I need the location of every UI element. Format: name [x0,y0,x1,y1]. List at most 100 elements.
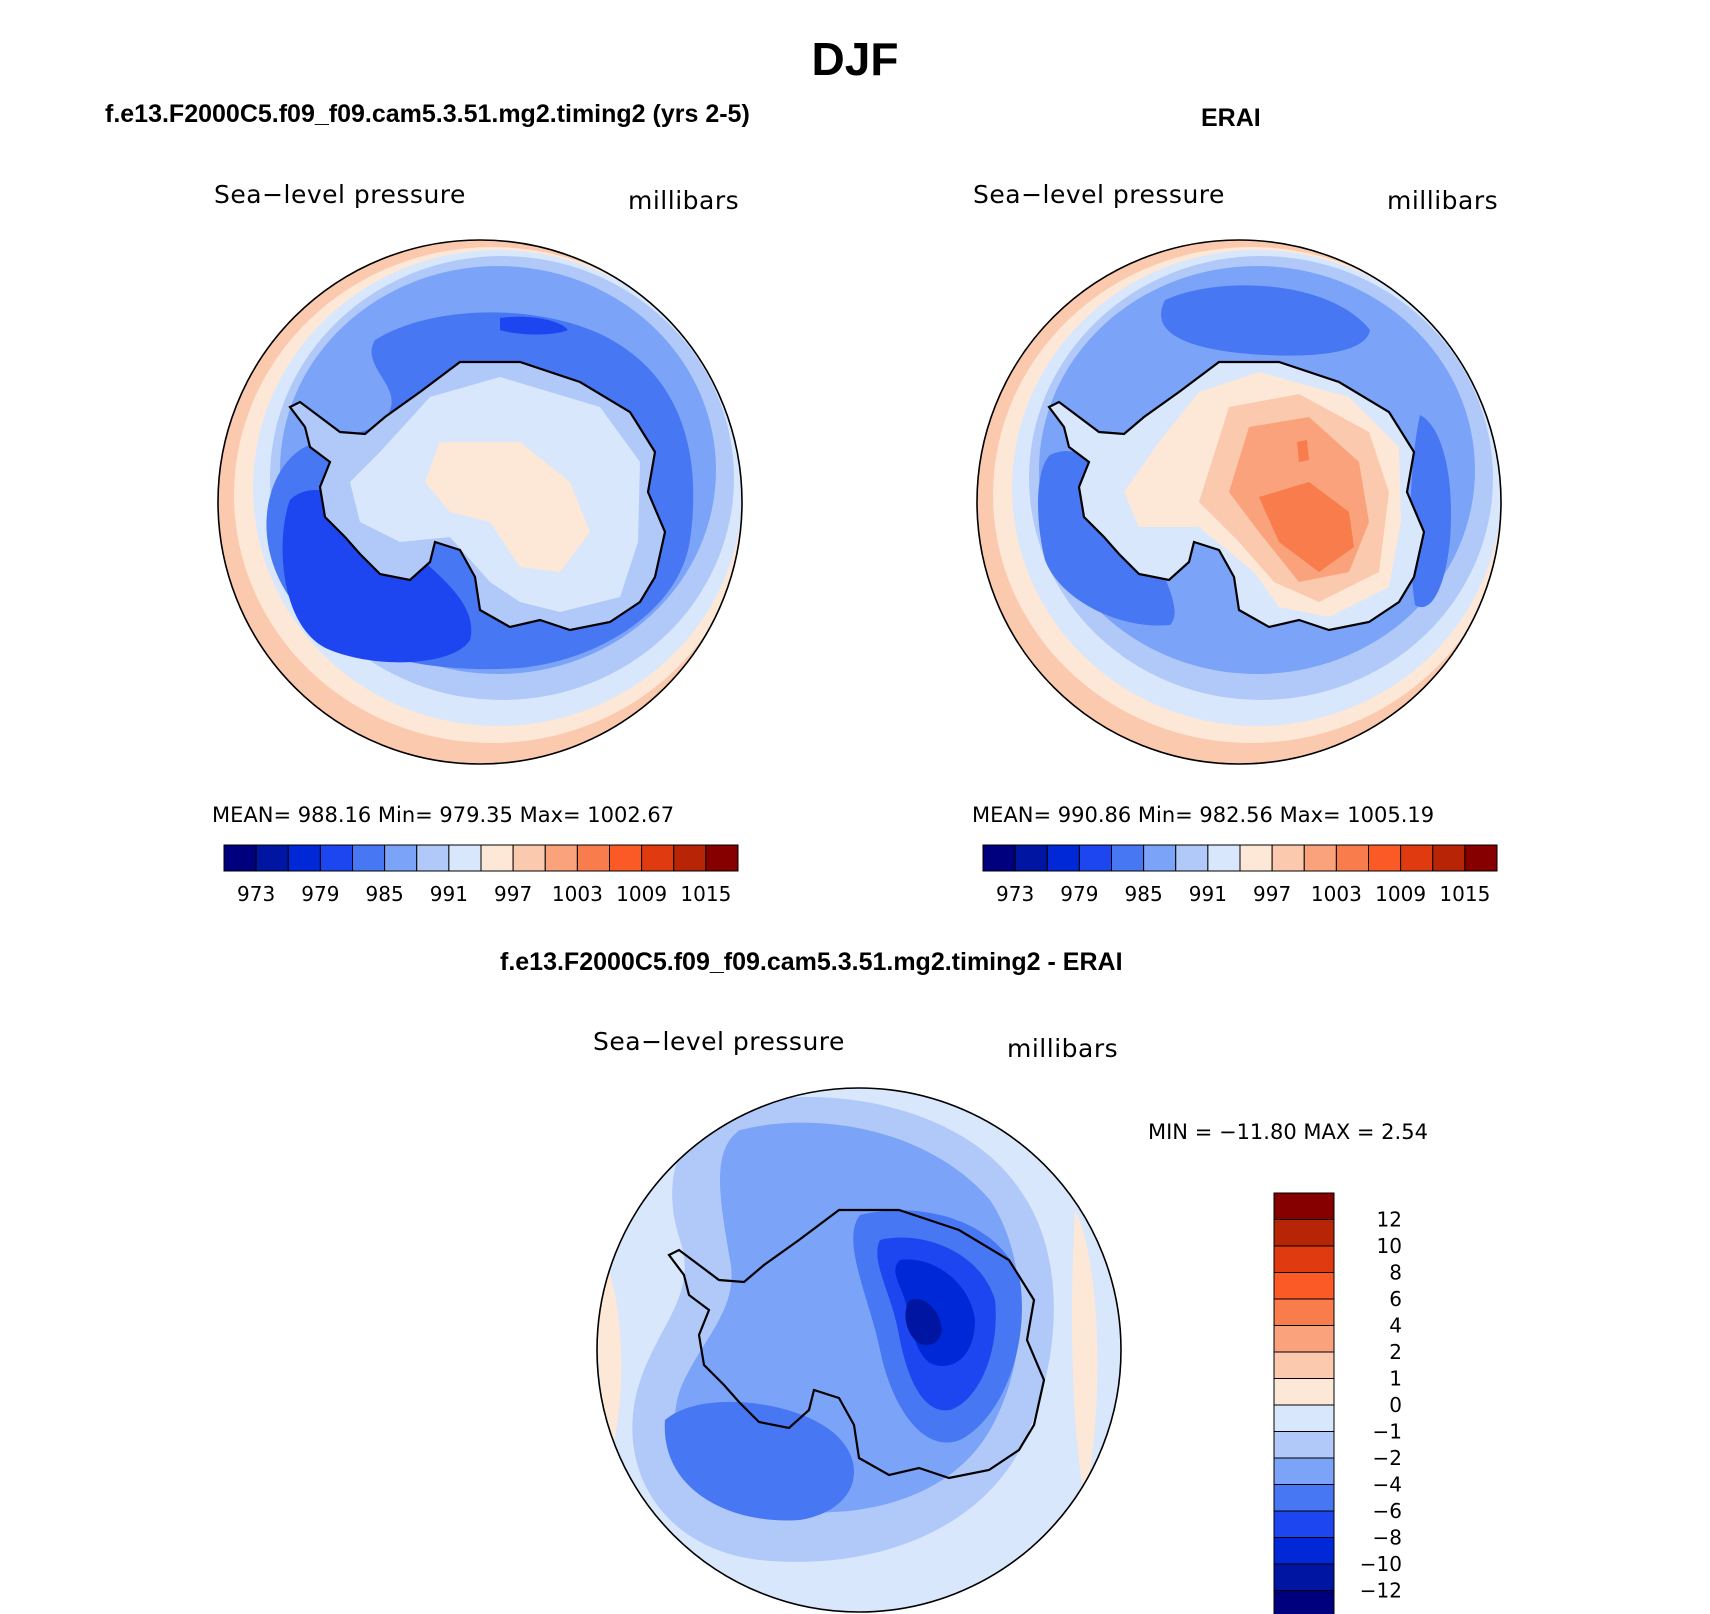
colorbar-3-swatch [1273,1431,1335,1459]
colorbar-2-swatch [1239,844,1273,872]
map3-fill-minus4-left [664,1401,854,1521]
panel3-units-label: millibars [1007,1034,1119,1063]
colorbar-2-swatch [1143,844,1177,872]
colorbar-3-swatch [1273,1510,1335,1538]
colorbar-1-swatch [673,844,707,872]
panel2-stats: MEAN= 990.86 Min= 982.56 Max= 1005.19 [972,803,1435,827]
colorbar-3-tick-label: −10 [1360,1552,1402,1576]
colorbar-2-swatch [1432,844,1466,872]
map3-boundary [596,1087,1122,1613]
colorbar-3-swatch [1273,1351,1335,1379]
colorbar-1-tick-label: 973 [237,882,275,906]
colorbar-2-swatch [1368,844,1402,872]
colorbar-1-swatch [319,844,353,872]
colorbar-2-tick-label: 985 [1125,882,1163,906]
colorbar-3-swatch [1273,1272,1335,1300]
colorbar-2-swatch [982,844,1016,872]
colorbar-3-tick-label: −12 [1360,1579,1402,1603]
colorbar-3-tick-label: 8 [1389,1261,1402,1285]
map2 [976,239,1502,765]
colorbar-3-tick-label: −2 [1373,1446,1402,1470]
panel1-variable-label: Sea−level pressure [214,180,466,209]
colorbar-3-tick-label: 1 [1389,1367,1402,1391]
map1-fill-min-low2 [500,316,568,335]
colorbar-3-tick-label: 6 [1389,1287,1402,1311]
colorbar-3-tick-label: −8 [1373,1526,1402,1550]
panel1-title: f.e13.F2000C5.f09_f09.cam5.3.51.mg2.timi… [105,100,750,128]
colorbar-3-tick-label: 2 [1389,1340,1402,1364]
colorbar-1-swatch [576,844,610,872]
colorbar-2-swatch [1046,844,1080,872]
colorbar-1-tick-label: 985 [366,882,404,906]
colorbar-3-swatch [1273,1537,1335,1565]
map2-boundary [976,239,1502,765]
colorbar-1-swatch [544,844,578,872]
panel1-units-label: millibars [628,186,740,215]
map3-fill-pos-left [597,1250,622,1450]
colorbar-3-swatch [1273,1378,1335,1406]
colorbar-2-swatch [1175,844,1209,872]
colorbar-1-swatch [223,844,257,872]
colorbar-2-tick-label: 991 [1189,882,1227,906]
colorbar-1-swatch [512,844,546,872]
colorbar-2-swatch [1111,844,1145,872]
colorbar-2-swatch [1335,844,1369,872]
colorbar-1-swatch [255,844,289,872]
colorbar-2-tick-label: 973 [996,882,1034,906]
colorbar-1-tick-label: 997 [494,882,532,906]
colorbar-2-swatch [1207,844,1241,872]
colorbar-2-swatch [1303,844,1337,872]
panel1-stats: MEAN= 988.16 Min= 979.35 Max= 1002.67 [212,803,675,827]
colorbar-2-tick-label: 1003 [1311,882,1362,906]
colorbar-3-swatch [1273,1325,1335,1353]
map1-boundary [217,239,743,765]
map1-fill-min-low [282,490,472,663]
colorbar-3-swatch [1273,1563,1335,1591]
map2-fill-low-right [1410,415,1451,608]
colorbar-1-swatch [352,844,386,872]
panel2-title: ERAI [1201,104,1261,132]
colorbar-2-swatch [1271,844,1305,872]
map3-fill-pos-right [1072,1210,1098,1500]
colorbar-2-tick-label: 979 [1060,882,1098,906]
colorbar-1-swatch [705,844,739,872]
colorbar-2-swatch [1014,844,1048,872]
colorbar-3-swatch [1273,1457,1335,1485]
colorbar-3-tick-label: 0 [1389,1393,1402,1417]
colorbar-3-swatch [1273,1484,1335,1512]
panel2-units-label: millibars [1387,186,1499,215]
colorbar-1-swatch [416,844,450,872]
panel3-stats: MIN = −11.80 MAX = 2.54 [1148,1120,1428,1144]
colorbar-1-tick-label: 1015 [680,882,731,906]
colorbar-3-tick-label: −4 [1373,1473,1402,1497]
panel2-variable-label: Sea−level pressure [973,180,1225,209]
colorbar-2-swatch [1400,844,1434,872]
colorbar-1-swatch [448,844,482,872]
colorbar-3-swatch [1273,1590,1335,1614]
colorbar-3-tick-label: −1 [1373,1420,1402,1444]
colorbar-3-tick-label: 4 [1389,1314,1402,1338]
colorbar-2-tick-label: 1009 [1375,882,1426,906]
panel3-title: f.e13.F2000C5.f09_f09.cam5.3.51.mg2.timi… [500,948,1123,976]
colorbar-1-swatch [480,844,514,872]
colorbar-3-tick-label: 10 [1377,1234,1402,1258]
colorbar-3-swatch [1273,1219,1335,1247]
colorbar-1: 973 979 985 991 997 1003 1009 1015 [223,844,739,906]
map1 [217,239,743,765]
colorbar-1-tick-label: 1009 [616,882,667,906]
colorbar-1-swatch [609,844,643,872]
colorbar-3-swatch [1273,1245,1335,1273]
colorbar-1-tick-label: 991 [430,882,468,906]
colorbar-3-tick-label: 12 [1377,1208,1402,1232]
map3-fill-minus10 [905,1299,942,1346]
colorbar-2: 973 979 985 991 997 1003 1009 1015 [982,844,1498,906]
colorbar-2-tick-label: 1015 [1439,882,1490,906]
colorbar-2-swatch [1464,844,1498,872]
colorbar-3-swatch [1273,1298,1335,1326]
figure-title: DJF [811,33,899,85]
colorbar-1-tick-label: 979 [301,882,339,906]
colorbar-1-swatch [287,844,321,872]
colorbar-1-tick-label: 1003 [552,882,603,906]
